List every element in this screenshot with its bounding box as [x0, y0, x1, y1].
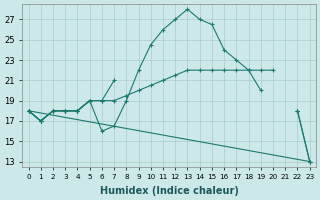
X-axis label: Humidex (Indice chaleur): Humidex (Indice chaleur) [100, 186, 239, 196]
